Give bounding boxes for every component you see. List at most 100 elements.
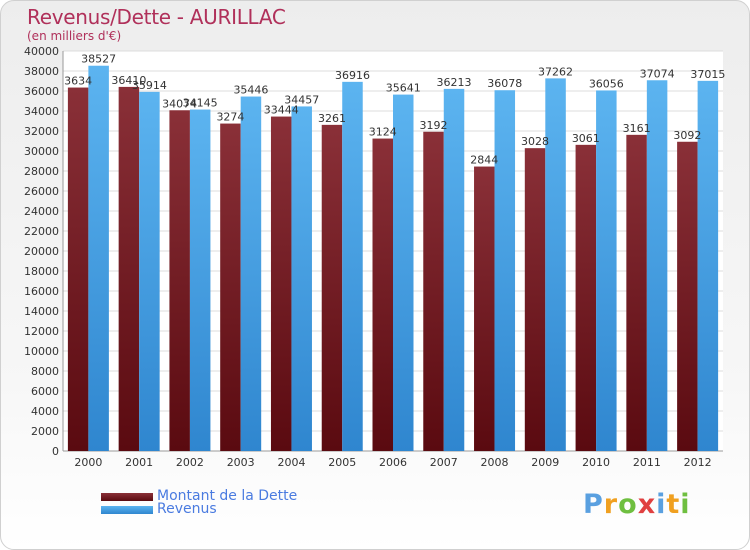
x-tick-label: 2007 bbox=[430, 456, 458, 469]
y-tick-label: 14000 bbox=[24, 305, 59, 318]
logo-letter: t bbox=[666, 489, 681, 520]
y-tick-label: 22000 bbox=[24, 225, 59, 238]
data-label-dette: 3028 bbox=[521, 135, 549, 148]
x-tick-label: 2004 bbox=[277, 456, 305, 469]
data-label-revenus: 35914 bbox=[132, 79, 167, 92]
data-label-dette: 33444 bbox=[264, 104, 299, 117]
data-label-dette: 2844 bbox=[470, 154, 498, 167]
logo-letter: o bbox=[618, 489, 638, 520]
data-label-dette: 3261 bbox=[318, 112, 346, 125]
bar-revenus bbox=[697, 80, 719, 451]
data-label-dette: 3061 bbox=[572, 132, 600, 145]
x-tick-label: 2010 bbox=[582, 456, 610, 469]
data-label-dette: 3161 bbox=[623, 122, 651, 135]
x-tick-label: 2000 bbox=[74, 456, 102, 469]
y-tick-label: 28000 bbox=[24, 165, 59, 178]
bar-revenus bbox=[88, 65, 109, 451]
data-label-revenus: 34145 bbox=[183, 97, 218, 110]
x-tick-label: 2001 bbox=[125, 456, 153, 469]
y-tick-label: 16000 bbox=[24, 285, 59, 298]
bar-revenus bbox=[342, 81, 363, 451]
x-tick-label: 2006 bbox=[379, 456, 407, 469]
data-label-dette: 36410 bbox=[111, 74, 146, 87]
legend-label-revenus: Revenus bbox=[157, 501, 217, 517]
y-tick-label: 36000 bbox=[24, 85, 59, 98]
bar-dette bbox=[169, 110, 190, 451]
y-tick-label: 40000 bbox=[24, 45, 59, 58]
data-label-dette: 34074 bbox=[162, 97, 197, 110]
y-tick-label: 38000 bbox=[24, 65, 59, 78]
bar-dette bbox=[220, 123, 241, 451]
logo-letter: x bbox=[637, 489, 657, 520]
bar-revenus bbox=[139, 91, 160, 452]
bar-revenus bbox=[393, 94, 414, 451]
data-label-dette: 3192 bbox=[420, 119, 448, 132]
bar-dette bbox=[575, 144, 597, 451]
data-label-revenus: 37074 bbox=[640, 67, 675, 80]
y-tick-label: 4000 bbox=[31, 405, 59, 418]
legend-label-dette: Montant de la Dette bbox=[157, 488, 298, 504]
x-tick-label: 2011 bbox=[633, 456, 661, 469]
data-label-revenus: 36916 bbox=[335, 69, 370, 82]
y-tick-label: 18000 bbox=[24, 265, 59, 278]
data-label-revenus: 36078 bbox=[487, 77, 522, 90]
x-tick-label: 2003 bbox=[227, 456, 255, 469]
x-tick-label: 2012 bbox=[684, 456, 712, 469]
bar-revenus bbox=[443, 88, 465, 452]
bar-dette bbox=[67, 87, 89, 452]
data-label-revenus: 35641 bbox=[386, 82, 421, 95]
y-tick-label: 2000 bbox=[31, 425, 59, 438]
data-label-dette: 3124 bbox=[369, 126, 397, 139]
bar-revenus bbox=[291, 106, 312, 452]
data-label-dette: 3092 bbox=[673, 129, 701, 142]
bar-revenus bbox=[545, 78, 566, 451]
x-tick-label: 2005 bbox=[328, 456, 356, 469]
bar-revenus bbox=[494, 90, 516, 451]
bar-dette bbox=[474, 166, 495, 452]
data-label-revenus: 36213 bbox=[437, 76, 472, 89]
x-tick-label: 2008 bbox=[481, 456, 509, 469]
bar-dette bbox=[626, 134, 647, 451]
y-tick-label: 12000 bbox=[24, 325, 59, 338]
data-label-revenus: 34457 bbox=[284, 93, 319, 106]
data-label-revenus: 37015 bbox=[690, 68, 725, 81]
y-tick-label: 32000 bbox=[24, 125, 59, 138]
data-label-revenus: 37262 bbox=[538, 65, 573, 78]
y-tick-label: 34000 bbox=[24, 105, 59, 118]
chart-title: Revenus/Dette - AURILLAC bbox=[27, 5, 286, 29]
bar-revenus bbox=[646, 80, 668, 451]
bar-revenus bbox=[596, 90, 617, 451]
bar-dette bbox=[524, 148, 546, 451]
logo-letter: i bbox=[680, 489, 691, 520]
data-label-dette: 3274 bbox=[216, 111, 244, 124]
legend-swatch-revenus bbox=[101, 506, 153, 514]
y-tick-label: 30000 bbox=[24, 145, 59, 158]
bar-dette bbox=[372, 138, 393, 452]
data-label-revenus: 36056 bbox=[589, 77, 624, 90]
bar-dette bbox=[270, 116, 292, 451]
y-tick-label: 24000 bbox=[24, 205, 59, 218]
data-label-revenus: 38527 bbox=[81, 53, 116, 66]
y-tick-label: 6000 bbox=[31, 385, 59, 398]
y-tick-label: 26000 bbox=[24, 185, 59, 198]
logo-letter: i bbox=[656, 489, 667, 520]
chart-subtitle: (en milliers d'€) bbox=[27, 29, 122, 43]
bar-dette bbox=[677, 141, 698, 451]
x-tick-label: 2002 bbox=[176, 456, 204, 469]
logo-letter: P bbox=[583, 489, 604, 520]
legend-swatch-dette bbox=[101, 493, 153, 501]
data-label-dette: 3634 bbox=[64, 75, 92, 88]
logo-letter: r bbox=[603, 489, 619, 520]
bar-revenus bbox=[189, 109, 211, 452]
bar-revenus bbox=[240, 96, 262, 451]
bar-dette bbox=[321, 124, 343, 452]
y-tick-label: 0 bbox=[52, 445, 59, 458]
y-tick-label: 8000 bbox=[31, 365, 59, 378]
data-label-revenus: 35446 bbox=[233, 84, 268, 97]
proxiti-logo: Proxiti bbox=[583, 489, 691, 520]
x-tick-label: 2009 bbox=[531, 456, 559, 469]
y-tick-label: 10000 bbox=[24, 345, 59, 358]
y-tick-label: 20000 bbox=[24, 245, 59, 258]
bar-dette bbox=[423, 131, 444, 451]
